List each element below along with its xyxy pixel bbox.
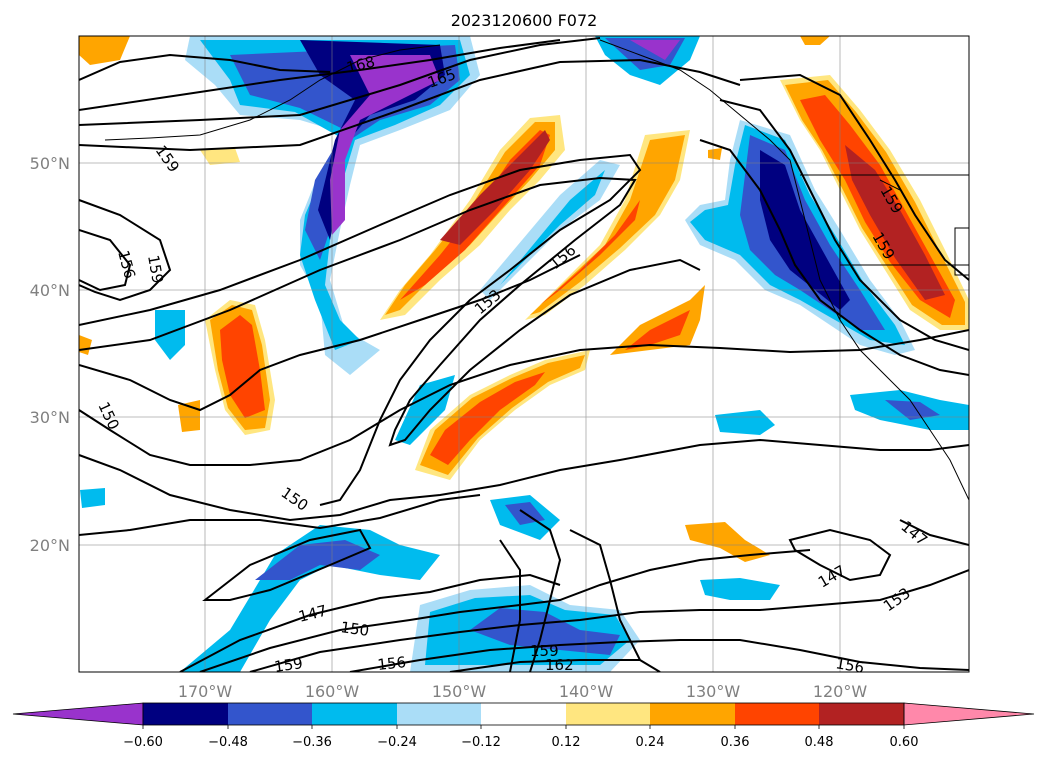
- warm-blob-se: [685, 522, 770, 562]
- lat-label-40n: 40°N: [30, 281, 70, 300]
- colorbar-swatch: [566, 703, 650, 725]
- contour-159-east: [739, 73, 969, 281]
- contour-label: 156: [377, 653, 407, 674]
- colorbar-swatch: [481, 703, 566, 725]
- contour-150s: [199, 549, 811, 672]
- colorbar-swatch: [228, 703, 312, 725]
- purple-region-core: [330, 55, 440, 235]
- mid-cyan-blob: [715, 410, 775, 435]
- colorbar-frame: [142, 702, 905, 726]
- contour-loop-147: [202, 528, 372, 601]
- contour-label: 156: [834, 654, 865, 677]
- lon-label-160w: 160°W: [305, 682, 360, 701]
- contour-south-2: [499, 539, 521, 672]
- contour-159-w: [79, 199, 172, 302]
- contour-trough-1: [79, 153, 642, 506]
- contour-trough-3: [79, 254, 581, 412]
- contour-168: [79, 39, 561, 111]
- contour-156s: [349, 639, 969, 672]
- colorbar-swatch: [143, 703, 228, 725]
- warm-blob-mid: [610, 285, 705, 355]
- lon-label-140w: 140°W: [559, 682, 614, 701]
- colorbar-tick-label: −0.24: [377, 735, 417, 750]
- central-shading-cyan: [395, 375, 455, 445]
- contour-165: [79, 37, 601, 126]
- colorbar-tick-label: −0.36: [292, 735, 332, 750]
- warm-band-north-dark: [440, 130, 550, 245]
- map-frame: [78, 35, 970, 673]
- colorbar-extend-low: [12, 702, 144, 726]
- longitude-labels: 170°W 160°W 150°W 140°W 130°W 120°W: [178, 682, 868, 701]
- mid-cyan-blob-3: [155, 310, 185, 360]
- colorbar-tick-label: 0.48: [805, 735, 834, 750]
- colorbar-tick-label: −0.60: [123, 735, 163, 750]
- colorbar-swatch: [650, 703, 735, 725]
- lat-label-50n: 50°N: [30, 154, 70, 173]
- lat-label-30n: 30°N: [30, 408, 70, 427]
- contour-159s: [449, 659, 640, 672]
- colorbar-swatch: [312, 703, 397, 725]
- lon-label-170w: 170°W: [178, 682, 233, 701]
- warm-blob-nw: [79, 36, 130, 65]
- contour-label: 150: [339, 618, 370, 640]
- lat-label-20n: 20°N: [30, 536, 70, 555]
- contour-147-s: [79, 494, 481, 536]
- contour-162: [79, 58, 741, 152]
- contour-label: 159: [273, 654, 304, 676]
- colorbar-swatch: [735, 703, 819, 725]
- lon-label-120w: 120°W: [813, 682, 868, 701]
- south-shading-cyan: [180, 525, 440, 672]
- warm-blob-mid-red: [625, 310, 690, 350]
- colorbar-extend-high: [903, 702, 1035, 726]
- contour-159-n: [79, 53, 331, 81]
- colorbar-swatch: [819, 703, 904, 725]
- contour-150: [79, 329, 969, 466]
- contour-147-ne: [899, 519, 969, 546]
- contour-trough-2: [79, 176, 701, 447]
- contour-153-east: [699, 139, 969, 376]
- lon-label-130w: 130°W: [686, 682, 741, 701]
- contour-150b: [79, 438, 969, 522]
- lon-label-150w: 150°W: [432, 682, 487, 701]
- contour-label: 159: [144, 254, 167, 285]
- colorbar-tick-label: 0.24: [636, 735, 665, 750]
- map-title: 2023120600 F072: [451, 11, 598, 30]
- warm-blob-ne: [800, 36, 830, 45]
- colorbar-tick-label: 0.60: [890, 735, 919, 750]
- contour-147-e: [788, 528, 892, 582]
- warm-blob-tiny-mid: [708, 148, 722, 160]
- mid-cyan-blob-2: [700, 578, 780, 600]
- contour-153s: [249, 569, 969, 672]
- contour-south-1: [519, 509, 562, 672]
- se-shading-blue: [885, 400, 940, 420]
- contour-south-3: [569, 529, 661, 672]
- contour-147b: [179, 573, 561, 672]
- purple-core-alaska: [630, 40, 680, 60]
- latitude-labels: 50°N 40°N 30°N 20°N: [30, 154, 70, 555]
- colorbar-tick-label: 0.12: [552, 735, 581, 750]
- contour-156-w: [79, 229, 132, 292]
- colorbar-tick-label: 0.36: [721, 735, 750, 750]
- west-cyan-blob: [80, 488, 105, 508]
- warm-blob-west-red: [220, 315, 265, 418]
- colorbar-tick-label: −0.12: [461, 735, 501, 750]
- colorbar-swatch: [397, 703, 481, 725]
- west-coast-shading-navy: [760, 150, 850, 310]
- south-shading-blue: [255, 540, 380, 580]
- warm-blob-nw2: [200, 148, 240, 165]
- warm-blob-east-dark: [845, 145, 945, 300]
- colorbar-tick-label: −0.48: [208, 735, 248, 750]
- height-contours: [79, 37, 969, 672]
- map-panel: 168 165 159 156 159 150 150 153 156 159 …: [79, 36, 969, 677]
- warm-band-central-orange: [530, 135, 685, 315]
- graticule: [79, 36, 969, 672]
- colorbar: −0.60 −0.48 −0.36 −0.24 −0.12 0.12 0.24 …: [12, 702, 1035, 750]
- contour-156-east: [719, 99, 969, 351]
- contour-label: 162: [545, 656, 574, 674]
- contour-label: 159: [530, 642, 559, 660]
